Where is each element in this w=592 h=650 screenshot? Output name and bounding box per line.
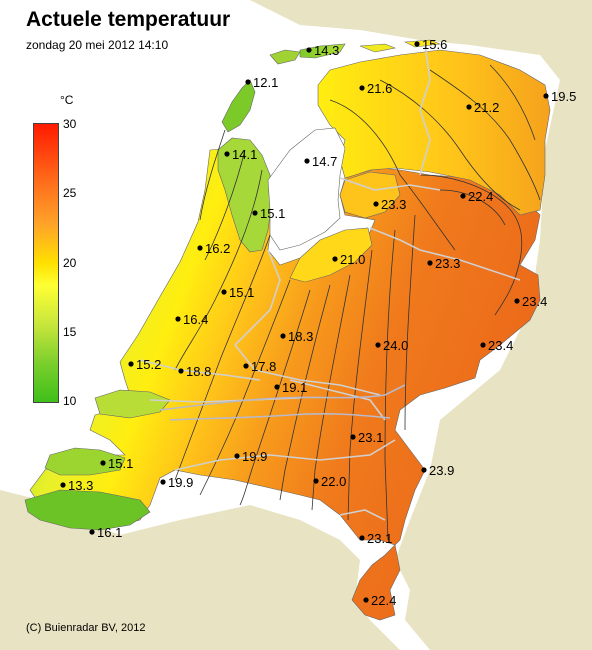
germany-land: [250, 0, 592, 650]
station-temperature-label: 23.4: [522, 294, 547, 309]
station-dot: [350, 434, 356, 440]
station-temperature-label: 14.1: [232, 147, 257, 162]
station-dot: [160, 479, 166, 485]
station-markers: 14.3 15.6 12.1 21.6 19.5 21.2 14.1 14.7 22.4 23.3…: [60, 37, 576, 608]
vlieland-island: [269, 49, 301, 65]
legend-unit: °C: [60, 93, 74, 107]
station-temperature-label: 15.1: [260, 206, 285, 221]
station-dot: [245, 79, 251, 85]
rivers: [159, 384, 406, 421]
station-temperature-label: 23.1: [358, 430, 383, 445]
station-temperature-label: 15.2: [136, 357, 161, 372]
station-temperature-label: 23.3: [381, 197, 406, 212]
station-dot: [89, 529, 95, 535]
station-temperature-label: 15.1: [229, 285, 254, 300]
station-temperature-label: 15.1: [108, 456, 133, 471]
station-temperature-label: 23.3: [435, 256, 460, 271]
station-temperature-label: 23.1: [367, 531, 392, 546]
station-dot: [460, 193, 466, 199]
station-temperature-label: 18.3: [288, 329, 313, 344]
station-dot: [359, 535, 365, 541]
station-temperature-label: 18.8: [186, 364, 211, 379]
legend-tick-15: 15: [63, 325, 77, 339]
station-dot: [313, 478, 319, 484]
isotherms: [174, 64, 541, 541]
station-dot: [304, 158, 310, 164]
station-dot: [359, 85, 365, 91]
station-dot: [543, 93, 549, 99]
station-dot: [128, 361, 134, 367]
zeeland-island-middle: [44, 447, 126, 476]
terschelling-island: [299, 43, 346, 59]
station-dot: [375, 342, 381, 348]
zeeuws-vlaanderen: [24, 489, 151, 531]
legend-tick-30: 30: [63, 117, 77, 131]
station-dot: [234, 453, 240, 459]
station-temperature-label: 21.6: [367, 81, 392, 96]
flevoland-land: [289, 227, 373, 283]
ijsselmeer: [267, 127, 346, 251]
station-dot: [427, 260, 433, 266]
station-dot: [274, 384, 280, 390]
legend-tick-10: 10: [63, 394, 77, 408]
station-dot: [100, 460, 106, 466]
station-temperature-label: 13.3: [68, 478, 93, 493]
station-dot: [466, 104, 472, 110]
station-dot: [175, 316, 181, 322]
station-temperature-label: 19.9: [242, 449, 267, 464]
station-temperature-label: 14.7: [312, 154, 337, 169]
station-temperature-label: 22.0: [321, 474, 346, 489]
station-temperature-label: 16.2: [205, 241, 230, 256]
texel-island: [221, 79, 256, 133]
station-dot: [332, 256, 338, 262]
station-dot: [514, 298, 520, 304]
station-dot: [280, 333, 286, 339]
station-temperature-label: 19.5: [551, 89, 576, 104]
station-temperature-label: 22.4: [468, 189, 493, 204]
station-temperature-label: 24.0: [383, 338, 408, 353]
station-dot: [306, 47, 312, 53]
province-borders: [139, 44, 521, 521]
station-dot: [60, 482, 66, 488]
station-dot: [224, 151, 230, 157]
station-dot: [221, 289, 227, 295]
station-dot: [414, 41, 420, 47]
legend-color-scale: [33, 123, 59, 403]
station-temperature-label: 23.9: [429, 463, 454, 478]
schiermonnikoog-island: [403, 39, 441, 48]
station-temperature-label: 21.2: [474, 100, 499, 115]
station-temperature-label: 14.3: [314, 43, 339, 58]
station-temperature-label: 22.4: [371, 593, 396, 608]
legend-tick-20: 20: [63, 256, 77, 270]
station-temperature-label: 16.1: [97, 525, 122, 540]
map-timestamp: zondag 20 mei 2012 14:10: [26, 38, 169, 52]
map-title: Actuele temperatuur: [26, 8, 231, 31]
station-temperature-label: 19.1: [282, 380, 307, 395]
station-dot: [178, 368, 184, 374]
station-temperature-label: 19.9: [168, 475, 193, 490]
station-dot: [421, 467, 427, 473]
copyright-notice: (C) Buienradar BV, 2012: [26, 622, 146, 634]
station-temperature-label: 15.6: [422, 37, 447, 52]
station-dot: [243, 363, 249, 369]
station-dot: [252, 210, 258, 216]
station-temperature-label: 21.0: [340, 252, 365, 267]
station-temperature-label: 17.8: [251, 359, 276, 374]
station-temperature-label: 23.4: [488, 338, 513, 353]
ameland-island: [359, 43, 397, 53]
station-dot: [197, 245, 203, 251]
station-temperature-label: 16.4: [183, 312, 208, 327]
legend-tick-25: 25: [63, 186, 77, 200]
station-temperature-label: 12.1: [253, 75, 278, 90]
station-dot: [480, 342, 486, 348]
zeeland-island-north: [94, 389, 171, 419]
station-dot: [363, 597, 369, 603]
station-dot: [373, 201, 379, 207]
north-holland-land: [217, 137, 273, 253]
